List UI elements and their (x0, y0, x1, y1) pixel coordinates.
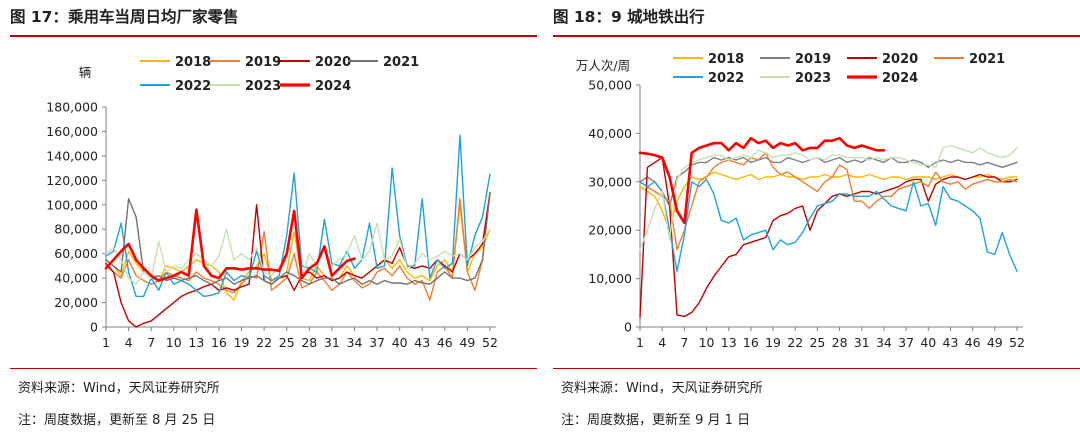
y-tick-label: 40,000 (588, 126, 632, 141)
source-text: 资料来源：Wind，天风证券研究所 (561, 381, 763, 396)
x-tick-label: 52 (1009, 335, 1025, 350)
y-tick-label: 100,000 (46, 197, 98, 212)
footer-divider (10, 368, 537, 369)
x-tick-label: 7 (680, 335, 688, 350)
legend-label-2021: 2021 (383, 55, 419, 70)
x-tick-label: 13 (188, 335, 204, 350)
series-line-2018 (639, 171, 1018, 231)
x-tick-label: 16 (743, 335, 759, 350)
note-text: 注：周度数据，更新至 8 月 25 日 (18, 413, 216, 428)
x-tick-label: 19 (234, 335, 250, 350)
series-line-2023 (639, 144, 1018, 251)
x-tick-label: 10 (166, 335, 182, 350)
note-text: 注：周度数据，更新至 9 月 1 日 (561, 413, 751, 428)
x-tick-label: 7 (147, 335, 155, 350)
x-tick-label: 22 (787, 335, 803, 350)
legend-label-2024: 2024 (882, 71, 918, 86)
chart-panel-left: 图 17：乘用车当周日均厂家零售 0 20,000 40,000 60,000 80,0… (10, 0, 537, 434)
panel-title: 图 17：乘用车当周日均厂家零售 (10, 8, 239, 26)
y-axis-label: 万人次/周 (576, 58, 630, 73)
y-tick-label: 20,000 (54, 295, 98, 310)
y-tick-label: 40,000 (54, 271, 98, 286)
x-tick-label: 13 (721, 335, 737, 350)
x-tick-label: 40 (920, 335, 936, 350)
metro-ridership-chart: 0 10,000 20,000 30,000 40,000 50,000 1 4 7 10 13 16… (576, 52, 1025, 350)
y-tick-label: 0 (90, 320, 98, 335)
legend-label-2019: 2019 (795, 52, 831, 67)
y-tick-label: 180,000 (46, 100, 98, 115)
y-tick-label: 0 (624, 320, 632, 335)
y-tick-label: 140,000 (46, 148, 98, 163)
x-tick-label: 52 (482, 335, 498, 350)
x-tick-label: 1 (636, 335, 644, 350)
x-tick-label: 28 (832, 335, 848, 350)
x-tick-label: 34 (876, 335, 892, 350)
y-tick-label: 120,000 (46, 173, 98, 188)
x-tick-label: 28 (301, 335, 317, 350)
series-line-2020 (639, 156, 1018, 318)
legend-label-2023: 2023 (795, 71, 831, 86)
x-tick-label: 4 (125, 335, 133, 350)
series-line-2019 (105, 191, 491, 301)
legend-label-2022: 2022 (175, 79, 211, 94)
y-axis-label: 辆 (79, 65, 92, 80)
x-tick-label: 31 (324, 335, 340, 350)
panel-title: 图 18：9 城地铁出行 (553, 8, 705, 26)
x-tick-label: 37 (369, 335, 385, 350)
x-tick-label: 25 (279, 335, 295, 350)
x-tick-label: 19 (765, 335, 781, 350)
y-tick-label: 50,000 (588, 78, 632, 93)
x-tick-label: 25 (809, 335, 825, 350)
x-tick-label: 43 (414, 335, 430, 350)
series-line-2024 (638, 136, 886, 225)
y-tick-label: 20,000 (588, 223, 632, 238)
series-line-2020 (105, 191, 491, 328)
x-tick-label: 34 (347, 335, 363, 350)
y-tick-label: 160,000 (46, 124, 98, 139)
series-line-2019 (639, 156, 1018, 207)
footer-divider (553, 368, 1080, 369)
legend-label-2020: 2020 (315, 55, 351, 70)
legend-label-2022: 2022 (708, 71, 744, 86)
x-tick-label: 22 (256, 335, 272, 350)
source-text: 资料来源：Wind，天风证券研究所 (18, 381, 220, 396)
x-tick-label: 40 (392, 335, 408, 350)
y-tick-label: 30,000 (588, 174, 632, 189)
x-tick-label: 49 (459, 335, 475, 350)
x-tick-label: 46 (965, 335, 981, 350)
legend-label-2018: 2018 (708, 52, 744, 67)
legend-label-2023: 2023 (245, 79, 281, 94)
legend-label-2019: 2019 (245, 55, 281, 70)
series-line-2024 (104, 208, 356, 282)
y-tick-label: 60,000 (54, 246, 98, 261)
series-line-2022 (639, 178, 1018, 272)
x-tick-label: 37 (898, 335, 914, 350)
y-tick-label: 80,000 (54, 222, 98, 237)
chart-panel-right: 图 18：9 城地铁出行 0 10,000 20,000 30,000 40,000 50… (553, 0, 1080, 434)
x-tick-label: 1 (102, 335, 110, 350)
x-tick-label: 31 (854, 335, 870, 350)
x-tick-label: 43 (943, 335, 959, 350)
series-line-2021 (639, 152, 1018, 251)
title-divider (10, 35, 537, 37)
retail-sales-chart: 0 20,000 40,000 60,000 80,000 100,000 120,000 1… (46, 55, 498, 350)
x-tick-label: 49 (987, 335, 1003, 350)
x-tick-label: 10 (699, 335, 715, 350)
x-tick-label: 16 (211, 335, 227, 350)
title-divider (553, 35, 1080, 37)
legend-label-2018: 2018 (175, 55, 211, 70)
legend-label-2020: 2020 (882, 52, 918, 67)
x-tick-label: 46 (437, 335, 453, 350)
y-tick-label: 10,000 (588, 271, 632, 286)
x-tick-label: 4 (658, 335, 666, 350)
legend-label-2021: 2021 (969, 52, 1005, 67)
legend-label-2024: 2024 (315, 79, 351, 94)
